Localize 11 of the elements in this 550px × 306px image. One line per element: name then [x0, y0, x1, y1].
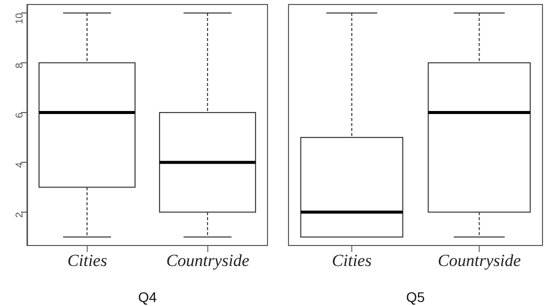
- y-tick-label: 8: [14, 62, 26, 68]
- x-axis-title: Q4: [138, 289, 158, 305]
- y-tick-label: 2: [14, 212, 26, 218]
- x-axis-title: Q5: [406, 289, 426, 305]
- x-tick-label: Countryside: [438, 251, 522, 270]
- y-tick-label: 6: [14, 112, 26, 118]
- y-tick-label: 10: [14, 12, 26, 24]
- x-tick-label: Cities: [332, 251, 372, 270]
- y-tick-label: 4: [14, 162, 26, 168]
- x-tick-label: Countryside: [166, 251, 250, 270]
- x-tick-label: Cities: [67, 251, 108, 270]
